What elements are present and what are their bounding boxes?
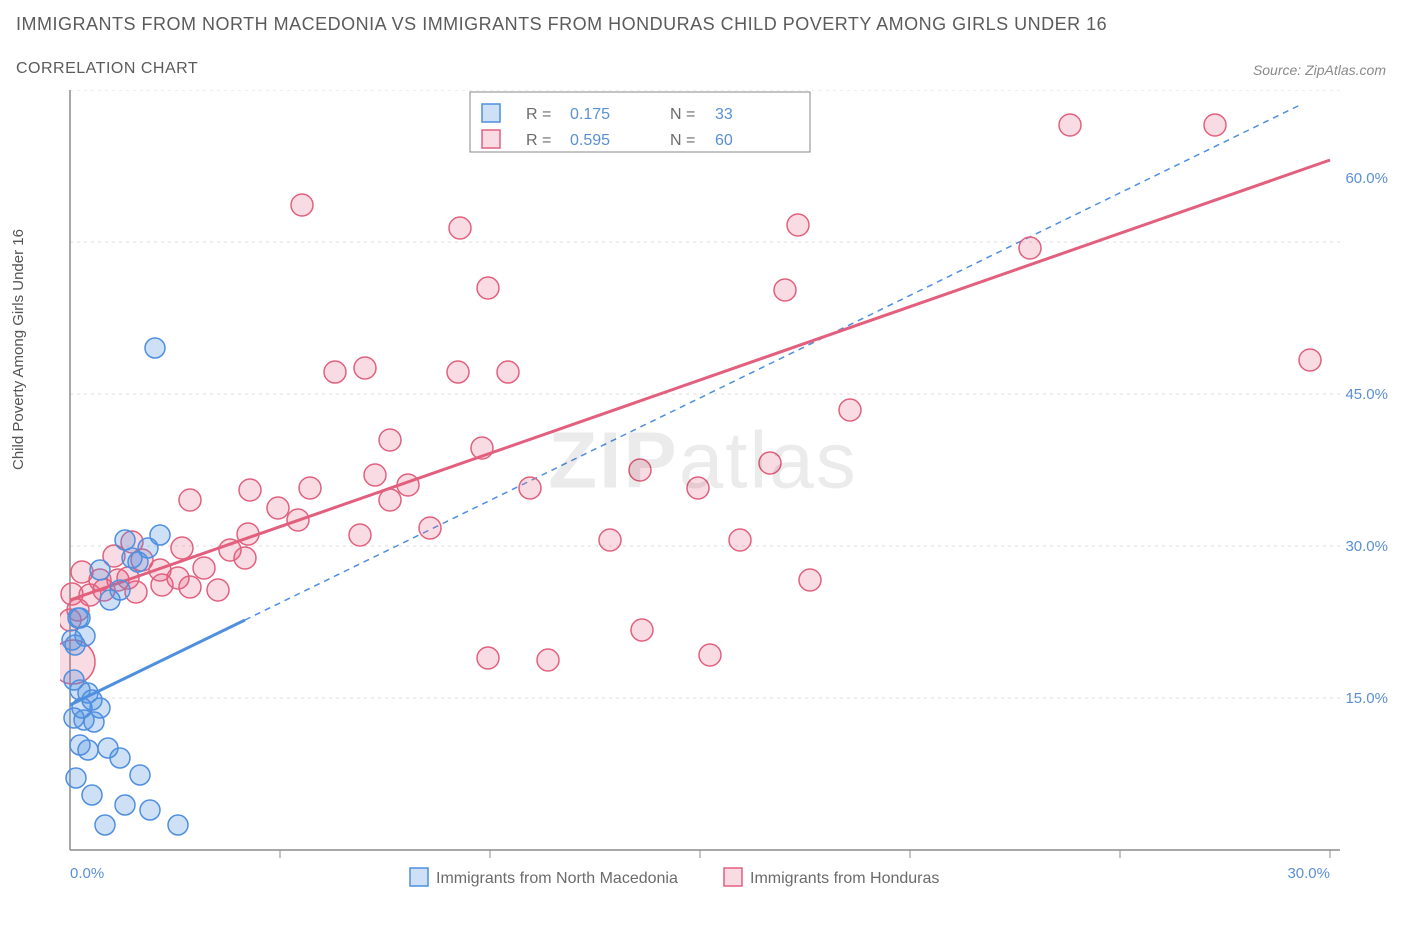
scatter-point	[324, 361, 346, 383]
scatter-point	[364, 464, 386, 486]
y-tick-label: 30.0%	[1345, 538, 1388, 555]
x-tick-label: 0.0%	[70, 865, 104, 882]
scatter-point	[66, 768, 86, 788]
scatter-point	[729, 529, 751, 551]
scatter-point	[234, 547, 256, 569]
scatter-point	[130, 765, 150, 785]
scatter-point	[631, 619, 653, 641]
legend-n-value: 60	[715, 132, 733, 149]
y-tick-label: 45.0%	[1345, 386, 1388, 403]
scatter-point	[419, 517, 441, 539]
scatter-point	[78, 740, 98, 760]
bottom-legend-label: Immigrants from North Macedonia	[436, 870, 678, 887]
scatter-point	[171, 537, 193, 559]
source-label: Source: ZipAtlas.com	[1253, 62, 1386, 78]
scatter-point	[145, 338, 165, 358]
scatter-point	[140, 800, 160, 820]
scatter-point	[115, 530, 135, 550]
scatter-point	[687, 477, 709, 499]
chart-subtitle: CORRELATION CHART	[16, 60, 198, 78]
scatter-point	[1299, 349, 1321, 371]
scatter-point	[519, 477, 541, 499]
scatter-point	[128, 552, 148, 572]
legend-n-label: N =	[670, 106, 695, 123]
y-tick-label: 60.0%	[1345, 170, 1388, 187]
scatter-point	[354, 357, 376, 379]
bottom-legend-swatch	[724, 868, 742, 886]
bottom-legend-label: Immigrants from Honduras	[750, 870, 939, 887]
legend-n-value: 33	[715, 106, 733, 123]
scatter-point	[291, 194, 313, 216]
chart-title: IMMIGRANTS FROM NORTH MACEDONIA VS IMMIG…	[16, 14, 1107, 35]
scatter-point	[267, 497, 289, 519]
x-tick-label: 30.0%	[1287, 865, 1330, 882]
scatter-point	[799, 569, 821, 591]
scatter-point	[1204, 114, 1226, 136]
scatter-point	[699, 644, 721, 666]
scatter-point	[774, 279, 796, 301]
scatter-point	[1019, 237, 1041, 259]
scatter-point	[497, 361, 519, 383]
scatter-point	[287, 509, 309, 531]
scatter-point	[449, 217, 471, 239]
scatter-point	[179, 576, 201, 598]
scatter-point	[599, 529, 621, 551]
scatter-point	[110, 580, 130, 600]
scatter-point	[70, 608, 90, 628]
y-axis-label: Child Poverty Among Girls Under 16	[10, 229, 27, 470]
scatter-point	[193, 557, 215, 579]
correlation-chart: 0.0% 30.0% 15.0% 30.0% 45.0% 60.0% R = 0.175 N =…	[60, 90, 1390, 930]
scatter-point	[239, 479, 261, 501]
scatter-point	[207, 579, 229, 601]
legend-swatch	[482, 104, 500, 122]
legend-swatch	[482, 130, 500, 148]
scatter-point	[95, 815, 115, 835]
scatter-point	[397, 474, 419, 496]
scatter-point	[349, 524, 371, 546]
legend-r-value: 0.595	[570, 132, 610, 149]
scatter-point	[84, 712, 104, 732]
bottom-legend-swatch	[410, 868, 428, 886]
scatter-point	[477, 277, 499, 299]
scatter-point	[477, 647, 499, 669]
y-tick-label: 15.0%	[1345, 690, 1388, 707]
scatter-point	[379, 429, 401, 451]
scatter-point	[90, 560, 110, 580]
scatter-point	[82, 785, 102, 805]
scatter-point	[179, 489, 201, 511]
legend-r-value: 0.175	[570, 106, 610, 123]
legend-r-label: R =	[526, 106, 551, 123]
scatter-point	[299, 477, 321, 499]
scatter-point	[537, 649, 559, 671]
scatter-point	[1059, 114, 1081, 136]
trend-line-dashed	[245, 105, 1300, 620]
scatter-point	[629, 459, 651, 481]
scatter-point	[759, 452, 781, 474]
scatter-point	[168, 815, 188, 835]
legend-box	[470, 92, 810, 152]
scatter-point	[110, 748, 130, 768]
scatter-point	[447, 361, 469, 383]
legend-r-label: R =	[526, 132, 551, 149]
scatter-point	[115, 795, 135, 815]
legend-n-label: N =	[670, 132, 695, 149]
scatter-point	[237, 523, 259, 545]
scatter-point	[471, 437, 493, 459]
scatter-point	[787, 214, 809, 236]
scatter-point	[65, 635, 85, 655]
scatter-point	[839, 399, 861, 421]
scatter-point	[379, 489, 401, 511]
